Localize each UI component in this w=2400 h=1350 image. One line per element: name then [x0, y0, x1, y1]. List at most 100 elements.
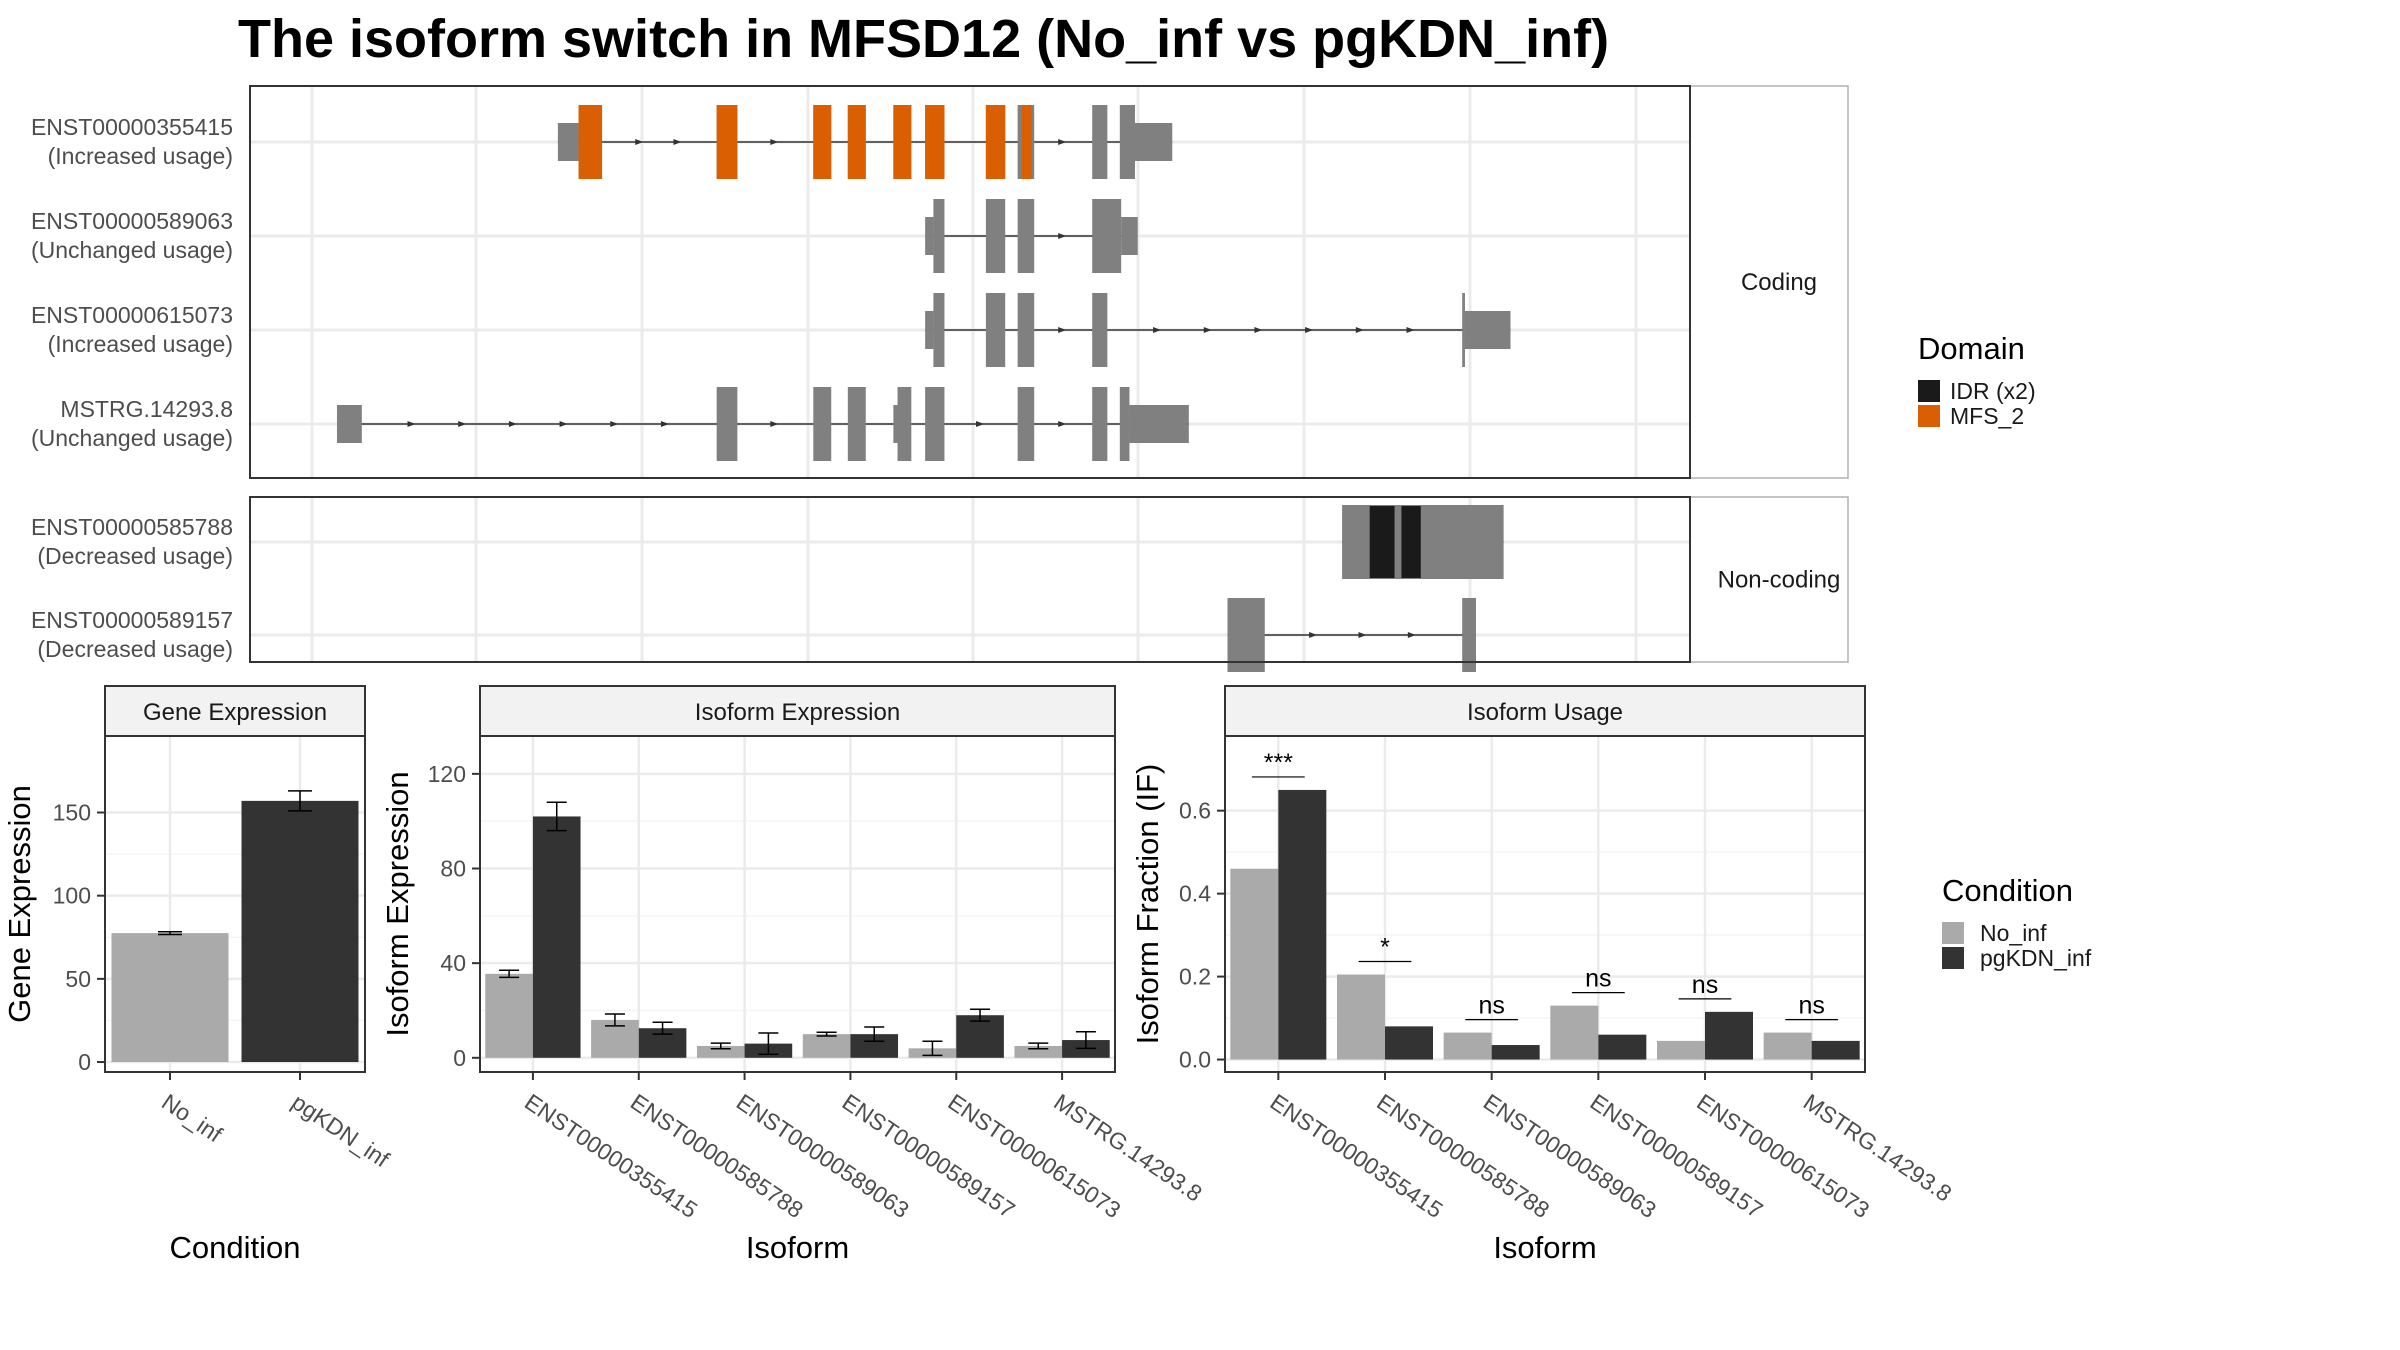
utr-exon: [1121, 217, 1138, 255]
facet-strip: [1689, 85, 1849, 479]
strand-arrow: [508, 421, 517, 427]
strand-arrow: [1254, 327, 1263, 333]
strand-arrow: [1305, 327, 1314, 333]
bar: [1278, 789, 1327, 1060]
strand-arrow: [1355, 327, 1364, 333]
strand-arrow: [635, 139, 644, 145]
facet-strip: [104, 685, 366, 737]
y-tick-label: 80: [440, 856, 466, 882]
structure-panel-noncoding: Non-coding ENST00000585788 (Decreased usag…: [31, 496, 1849, 672]
transcript-id-label: ENST00000355415: [31, 114, 233, 140]
panel-border: [479, 735, 1116, 1073]
bar: [1657, 1040, 1705, 1060]
x-tick-label: ENST00000589157: [838, 1089, 1020, 1224]
strand-arrow: [1058, 327, 1067, 333]
significance-label: ns: [1798, 992, 1824, 1020]
cds-exon: [1017, 293, 1035, 367]
panel-border: [249, 496, 1691, 663]
cds-exon: [897, 387, 912, 461]
facet-title: Isoform Expression: [695, 699, 900, 726]
strand-arrow: [1203, 327, 1212, 333]
strand-arrow: [1309, 632, 1318, 638]
y-tick-label: 0: [78, 1049, 91, 1075]
cds-exon: [1092, 387, 1108, 461]
bar: [696, 1045, 745, 1058]
cds-exon: [1462, 293, 1465, 367]
transcript-usage-label: (Unchanged usage): [31, 237, 233, 263]
utr-exon: [1464, 311, 1511, 349]
facet-title: Isoform Usage: [1467, 699, 1623, 726]
panel-border: [1224, 735, 1866, 1073]
transcript-usage-label: (Decreased usage): [37, 543, 233, 569]
transcript-id-label: ENST00000589063: [31, 208, 233, 234]
significance-label: ns: [1692, 971, 1718, 999]
legend-title: Domain: [1918, 331, 2025, 366]
x-tick-label: ENST00000615073: [943, 1089, 1125, 1224]
legend-key: [1942, 947, 1964, 969]
facet-title: Gene Expression: [143, 699, 327, 726]
significance-label: ***: [1264, 749, 1293, 777]
domain-mfs-2: [813, 105, 832, 179]
strand-arrow: [610, 421, 619, 427]
bar: [485, 973, 533, 1058]
bar: [1230, 868, 1279, 1060]
bar: [111, 933, 229, 1063]
strand-arrow: [458, 421, 467, 427]
legend-title: Condition: [1942, 873, 2073, 908]
domain-mfs-2: [985, 105, 1006, 179]
y-tick-label: 40: [440, 950, 466, 976]
cds-exon: [1017, 199, 1035, 273]
transcript-ENST00000585788: ENST00000585788 (Decreased usage): [31, 505, 1504, 579]
cds-exon: [1017, 387, 1035, 461]
y-axis-label: Isoform Fraction (IF): [1130, 764, 1165, 1045]
transcript-id-label: ENST00000615073: [31, 302, 233, 328]
cds-exon: [985, 199, 1006, 273]
domain-legend: Domain IDR (x2)MFS_2: [1918, 331, 2036, 429]
cds-exon: [1119, 105, 1135, 179]
legend-label: IDR (x2): [1950, 378, 2036, 404]
y-tick-label: 150: [53, 800, 91, 826]
bar: [1491, 1045, 1540, 1060]
transcript-ENST00000589063: ENST00000589063 (Unchanged usage): [31, 199, 1138, 273]
transcript-usage-label: (Increased usage): [48, 143, 233, 169]
transcript-ENST00000615073: ENST00000615073 (Increased usage): [31, 293, 1511, 367]
x-tick-label: ENST00000589063: [1479, 1089, 1661, 1224]
legend-label: No_inf: [1980, 920, 2047, 946]
strand-arrow: [1058, 233, 1067, 239]
cds-exon: [925, 387, 945, 461]
legend-key: [1918, 380, 1940, 402]
bar: [1705, 1011, 1753, 1060]
legend-label: MFS_2: [1950, 403, 2024, 429]
strand-arrow: [1153, 327, 1162, 333]
strand-arrow: [1406, 327, 1415, 333]
utr-exon: [1134, 123, 1173, 161]
cds-exon: [1119, 387, 1130, 461]
cds-exon: [847, 387, 866, 461]
transcript-id-label: MSTRG.14293.8: [60, 396, 233, 422]
domain-mfs-2: [1021, 105, 1032, 179]
x-tick-label: ENST00000589063: [732, 1089, 914, 1224]
y-tick-label: 100: [53, 883, 91, 909]
domain-mfs-2: [925, 105, 945, 179]
y-tick-label: 0.6: [1179, 798, 1211, 824]
transcript-id-label: ENST00000589157: [31, 607, 233, 633]
facet-label: Non-coding: [1718, 567, 1841, 594]
domain-mfs-2: [716, 105, 738, 179]
x-tick-label: ENST00000589157: [1586, 1089, 1768, 1224]
x-tick-label: ENST00000355415: [1266, 1089, 1448, 1224]
panel-border: [104, 735, 366, 1073]
facet-strip: [1224, 685, 1866, 737]
x-tick-label: ENST00000585788: [1372, 1089, 1554, 1224]
bar: [956, 1015, 1004, 1058]
strand-arrow: [770, 421, 779, 427]
cds-exon: [985, 293, 1006, 367]
strand-arrow: [673, 139, 682, 145]
cds-exon: [716, 387, 738, 461]
utr-exon: [557, 123, 579, 161]
y-axis-label: Gene Expression: [2, 785, 37, 1023]
bar: [1763, 1032, 1812, 1060]
bar: [1443, 1032, 1492, 1060]
domain-mfs-2: [578, 105, 603, 179]
transcript-ENST00000355415: ENST00000355415 (Increased usage): [31, 105, 1173, 179]
